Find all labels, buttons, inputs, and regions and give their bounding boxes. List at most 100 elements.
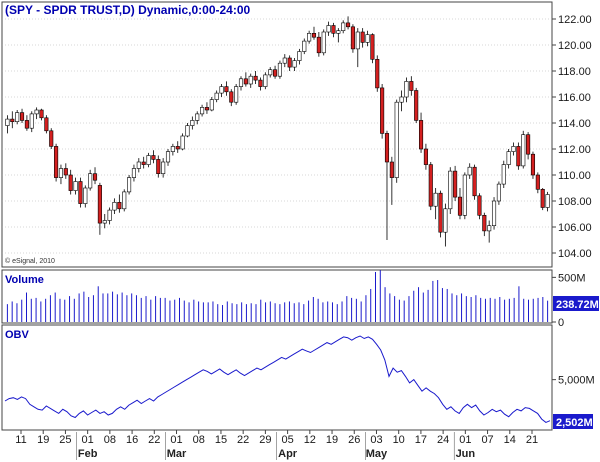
candle-body [292,60,297,68]
candle-body [375,58,380,89]
candle-body [136,161,141,169]
candle-body [496,183,501,202]
x-tick-label: 01 [170,434,182,446]
candle-body [131,168,137,178]
price-tick-label: 110.00 [558,170,591,182]
candle-body [58,168,64,178]
x-tick-label: 24 [437,434,449,446]
candle-body [341,22,346,31]
candle-body [34,109,39,115]
x-tick-label: 11 [15,434,26,446]
candle-body [238,78,244,87]
candle-body [224,86,229,93]
candle-body [287,57,292,68]
candle-body [297,51,302,61]
price-tick-label: 120.00 [558,40,592,52]
obv-line [4,335,551,423]
candle-body [63,168,68,176]
candle-body [102,220,107,224]
candle-body [346,22,351,28]
candle-body [146,155,151,165]
candle-body [491,200,497,227]
candle-body [433,192,438,207]
volume-tick-label: 500M [558,272,586,284]
x-tick-label: 05 [281,434,293,446]
price-tick-label: 106.00 [558,222,592,234]
candle-body [200,107,205,115]
month-labels: Feb Mar Apr May Jun [76,432,476,460]
candle-body [370,34,375,60]
candle-body [24,120,29,129]
candle-body [268,69,273,76]
candle-body [170,146,175,152]
candle-body [418,120,424,150]
candle-body [92,173,98,181]
price-tick-label: 104.00 [558,248,592,260]
x-tick-label: 29 [259,434,271,446]
x-tick-label: 03 [370,434,382,446]
candle-body [44,117,49,132]
x-axis: 11 19 25 01 08 16 22 01 08 15 22 29 05 12 19 26 03 10 17 24… [15,430,538,446]
price-tick-label: 118.00 [558,66,591,78]
candle-body [204,107,209,111]
candle-body [511,146,516,152]
candle-body [73,181,78,191]
candle-body [545,194,550,208]
x-tick-label: 12 [304,434,316,446]
price-tick-label: 122.00 [558,14,592,26]
candle-body [404,81,409,98]
x-tick-label: 19 [326,434,338,446]
volume-last-value-bg [553,296,599,311]
candle-body [219,86,224,94]
candle-body [307,32,312,42]
x-tick-label: 22 [148,434,160,446]
candle-body [277,62,282,77]
month-label: May [366,448,388,460]
obv-last-value-badge: 2,502M [553,414,593,429]
candle-body [453,170,458,198]
candle-body [462,174,467,216]
candle-body [428,164,433,207]
candle-body [389,161,394,178]
x-tick-label: 26 [348,434,360,446]
x-tick-label: 01 [82,434,94,446]
candle-body [165,151,171,163]
candle-body [97,185,102,224]
candle-body [423,148,428,165]
volume-y-axis: 0 500M [552,272,586,329]
candle-body [117,202,122,210]
candle-body [438,192,443,233]
volume-last-value-badge: 238.72M [553,296,599,311]
x-tick-label: 22 [237,434,249,446]
obv-pane-title: OBV [5,329,30,341]
x-tick-label: 25 [59,434,71,446]
candle-body [127,177,132,193]
candle-body [477,195,482,216]
candle-body [501,164,506,185]
candle-body [384,133,390,163]
candle-body [273,69,278,77]
x-tick-label: 14 [504,434,516,446]
candle-body [443,208,448,233]
candle-body [526,134,531,155]
price-tick-label: 108.00 [558,196,592,208]
candle-body [151,155,156,160]
candle-body [10,118,15,122]
candle-body [535,174,540,190]
x-tick-label: 10 [393,434,405,446]
candle-body [380,87,385,134]
obv-tick-label: 5,000M [558,375,595,387]
month-label: Feb [78,448,98,460]
candle-body [409,81,414,91]
candle-body [107,209,112,221]
candle-body [161,161,166,174]
x-tick-label: 15 [215,434,227,446]
volume-tick-label: 0 [558,317,564,329]
candle-body [258,79,263,87]
candle-body [214,92,219,100]
month-label: Jun [456,448,476,460]
x-tick-label: 16 [126,434,138,446]
candle-body [39,109,44,119]
candle-body [467,166,472,176]
candle-body [482,215,487,232]
